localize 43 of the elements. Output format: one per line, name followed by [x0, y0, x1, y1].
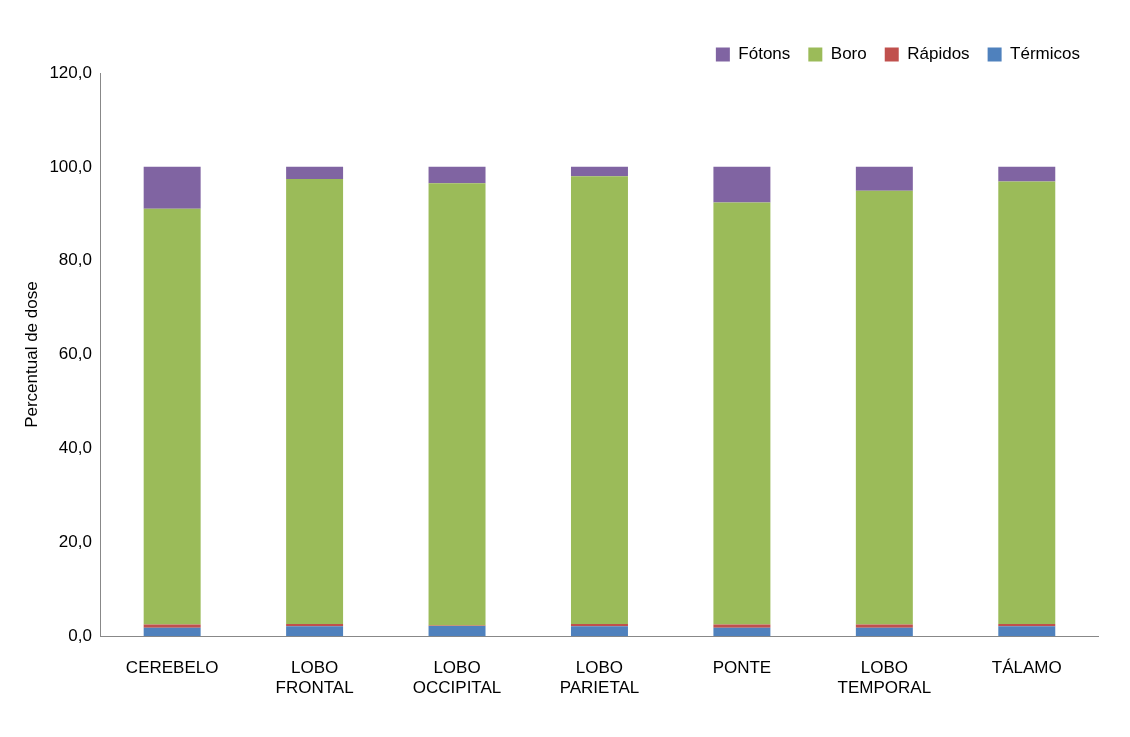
bar: [286, 179, 344, 624]
bar: [998, 626, 1056, 637]
legend-label: Térmicos: [1010, 44, 1081, 64]
x-tick-label: LOBO OCCIPITAL: [412, 658, 502, 698]
x-tick-label: CEREBELO: [125, 658, 219, 678]
bar: [713, 202, 771, 625]
bar: [998, 181, 1056, 624]
bar: [428, 625, 486, 637]
x-tick-label: LOBO PARIETAL: [559, 658, 640, 698]
y-tick-label: 120,0: [49, 62, 92, 82]
bar: [570, 166, 628, 177]
bar: [855, 624, 913, 628]
bar: [428, 183, 486, 626]
bar: [143, 624, 201, 628]
bar: [713, 166, 771, 203]
y-tick-label: 0,0: [68, 625, 92, 645]
x-tick-label: LOBO TEMPORAL: [837, 658, 932, 698]
bar: [570, 626, 628, 637]
y-axis-title: Percentual de dose: [21, 281, 41, 428]
bar: [143, 627, 201, 637]
y-tick-label: 20,0: [58, 532, 92, 552]
bar: [855, 627, 913, 637]
bar: [286, 166, 344, 180]
y-tick-label: 100,0: [49, 156, 92, 176]
bar: [998, 166, 1056, 182]
legend-label: Fótons: [738, 44, 791, 64]
bar: [286, 626, 344, 637]
x-tick-label: LOBO FRONTAL: [275, 658, 354, 698]
bar: [713, 624, 771, 628]
bar: [143, 208, 201, 625]
bar: [855, 190, 913, 625]
bar: [428, 166, 486, 184]
bar: [570, 176, 628, 624]
legend-label: Boro: [830, 44, 867, 64]
bar: [143, 166, 201, 209]
y-tick-label: 80,0: [58, 250, 92, 270]
legend-label: Rápidos: [907, 44, 970, 64]
x-tick-label: PONTE: [712, 658, 772, 678]
x-tick-label: TÁLAMO: [991, 658, 1062, 678]
bar: [713, 627, 771, 637]
y-tick-label: 40,0: [58, 438, 92, 458]
y-tick-label: 60,0: [58, 344, 92, 364]
bar: [855, 166, 913, 191]
